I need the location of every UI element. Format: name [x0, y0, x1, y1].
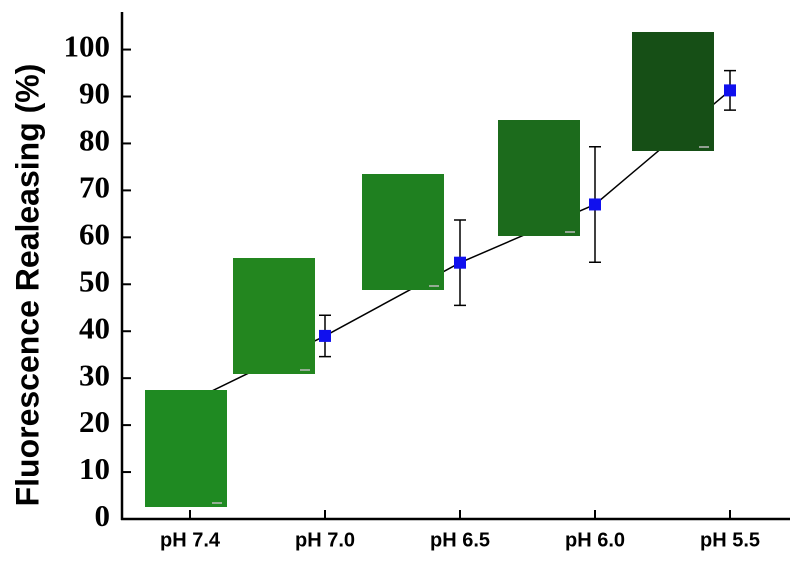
y-axis-label: Fluorescence Realeasing (%): [9, 64, 45, 507]
y-tick-label: 0: [95, 498, 111, 533]
x-tick-label: pH 7.0: [295, 529, 355, 551]
y-tick-label: 50: [79, 263, 110, 298]
y-tick-label: 100: [64, 29, 111, 64]
y-tick-label: 10: [79, 451, 110, 486]
y-tick-label: 90: [79, 76, 110, 111]
data-point: [454, 256, 466, 269]
x-tick-label: pH 7.4: [160, 529, 221, 551]
y-tick-label: 40: [79, 310, 110, 345]
y-tick-label: 70: [79, 169, 110, 204]
micrograph: [632, 32, 714, 151]
micrograph: [362, 174, 444, 290]
data-point: [724, 84, 736, 97]
micrograph: [498, 120, 580, 236]
micrographs: [145, 32, 714, 507]
y-tick-label: 80: [79, 123, 110, 158]
y-tick-label: 20: [79, 404, 110, 439]
y-tick-label: 60: [79, 216, 110, 251]
x-tick-label: pH 6.0: [565, 529, 625, 551]
x-tick-label: pH 5.5: [700, 529, 760, 551]
micrograph: [145, 390, 227, 507]
front-marks: [319, 69, 736, 358]
micrograph: [233, 258, 315, 374]
data-point: [589, 198, 601, 211]
x-tick-label: pH 6.5: [430, 529, 490, 551]
data-point: [319, 329, 331, 342]
y-tick-label: 30: [79, 357, 110, 392]
plot: 0 10 20 30 40 50 60 70 80 90 100 pH 7.4 pH 7.0 pH 6.5…: [64, 12, 790, 551]
